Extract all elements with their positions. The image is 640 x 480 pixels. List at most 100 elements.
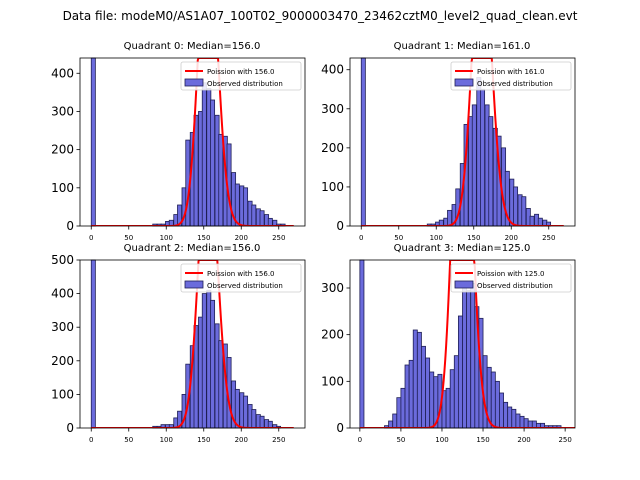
x-tick-label: 50 [124,234,133,242]
legend-poisson-label: Poission with 125.0 [477,270,545,278]
y-tick-label: 0 [66,421,74,435]
histogram-bar [466,289,472,429]
y-tick-label: 200 [321,141,344,155]
y-tick-label: 200 [51,354,74,368]
histogram-bar [90,259,96,429]
histogram-bar [396,397,402,429]
x-tick-label: 150 [197,436,210,444]
y-tick-label: 100 [51,387,74,401]
histogram-bar [457,315,463,429]
x-tick-label: 250 [558,436,571,444]
subplot-quadrant-1: Quadrant 1: Median=161.0 0 50 100 150 200 250… [321,41,576,242]
histogram-bar [404,364,410,429]
histogram-bar [480,88,486,227]
axes-frame [79,57,306,227]
histogram-bar [515,413,521,429]
x-tick-label: 0 [358,436,362,444]
x-tick-label: 100 [430,234,443,242]
subplot-quadrant-3: Quadrant 3: Median=125.0 0 50 100 150 200 250… [321,243,576,444]
histogram-bar [201,293,207,429]
y-tick-label: 400 [321,63,344,77]
legend-box [180,61,302,91]
histogram-bar [259,210,265,227]
axes-frame [349,259,576,429]
histogram-bar [251,409,257,429]
histogram-bar [400,387,406,429]
legend-poisson-label: Poission with 156.0 [207,68,275,76]
histogram-bar [499,392,504,429]
x-tick-label: 150 [467,234,480,242]
legend-observed-label: Observed distribution [207,282,283,290]
subplot-quadrant-2: Quadrant 2: Median=156.0 0 50 100 150 200 250… [51,243,306,444]
histogram-bar [388,420,394,429]
histogram-bar [408,359,414,429]
y-tick-label: 100 [321,374,344,388]
histogram-bar [90,57,96,227]
histogram-bar [531,420,537,429]
subplot-title: Quadrant 0: Median=156.0 [124,41,261,52]
histogram-bar [471,104,477,227]
histogram-bar [519,415,525,429]
y-tick-label: 500 [51,253,74,267]
x-tick-label: 50 [124,436,133,444]
histogram-bar [529,215,535,227]
subplot-quadrant-0: Quadrant 0: Median=156.0 0 50 100 150 200 250… [51,41,306,242]
histogram-bar [527,420,533,429]
legend-box [180,263,302,293]
x-tick-label: 200 [505,234,518,242]
histogram-bar [521,196,527,227]
histogram-bar [243,395,249,429]
x-tick-label: 50 [396,436,405,444]
x-tick-label: 250 [272,436,285,444]
subplot-title: Quadrant 1: Median=161.0 [394,41,531,52]
histogram-bar [490,371,496,429]
y-tick-label: 0 [336,219,344,233]
x-tick-label: 250 [272,234,285,242]
histogram-bar [503,401,509,429]
y-tick-label: 300 [321,281,344,295]
y-tick-label: 300 [51,320,74,334]
poisson-curve [91,260,294,428]
histogram-bar [507,406,513,429]
histogram-bar [537,217,543,227]
x-tick-label: 100 [435,436,448,444]
x-tick-label: 0 [89,436,93,444]
legend-observed-swatch [184,78,204,87]
histogram-bar [210,99,216,227]
histogram-bar [429,371,435,429]
subplot-title: Quadrant 2: Median=156.0 [124,243,261,254]
x-tick-label: 250 [542,234,555,242]
x-tick-label: 0 [359,234,363,242]
y-tick-label: 300 [51,104,74,118]
histogram-bar [416,331,422,429]
axes-frame [79,259,306,429]
x-tick-label: 0 [89,234,93,242]
histogram-bar [412,329,418,429]
legend-box [450,263,572,293]
histogram-bar [488,116,494,227]
histogram-bar [251,204,257,227]
y-tick-label: 300 [321,102,344,116]
histogram-bar [210,299,216,429]
legend-poisson-label: Poission with 161.0 [477,68,545,76]
histogram-bar [425,357,431,429]
y-tick-label: 100 [321,180,344,194]
legend-observed-swatch [454,280,474,289]
y-tick-label: 400 [51,66,74,80]
x-tick-label: 200 [517,436,530,444]
x-tick-label: 150 [476,436,489,444]
histogram-bar [267,217,273,227]
histogram-bar [421,345,426,429]
histogram-bar [267,420,273,429]
legend-observed-swatch [184,280,204,289]
histogram-bar [513,186,519,227]
histogram-bar [445,387,451,429]
axes-frame [349,57,576,227]
x-tick-label: 150 [197,234,210,242]
x-tick-label: 100 [160,234,173,242]
histogram-bar [218,340,224,429]
legend-poisson-label: Poission with 156.0 [207,270,275,278]
y-tick-label: 100 [51,181,74,195]
x-tick-label: 100 [160,436,173,444]
